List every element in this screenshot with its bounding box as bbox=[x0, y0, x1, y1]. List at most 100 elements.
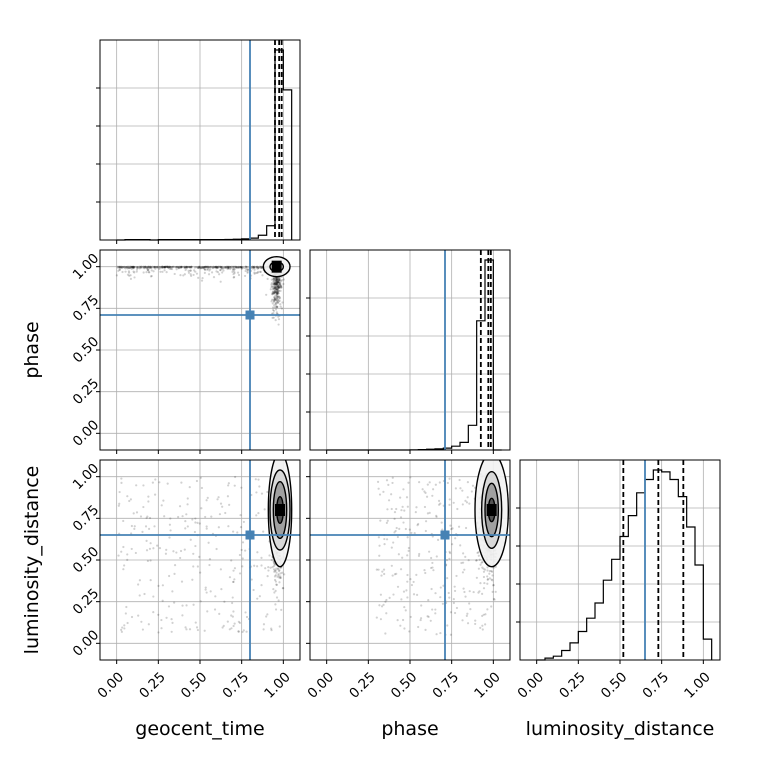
scatter-point bbox=[158, 265, 161, 268]
x-tick-label: 0.25 bbox=[556, 669, 589, 702]
scatter-point bbox=[189, 269, 192, 272]
scatter-point bbox=[227, 265, 231, 268]
scatter-point bbox=[415, 573, 418, 576]
scatter-point bbox=[440, 521, 443, 524]
scatter-point bbox=[276, 292, 279, 295]
scatter-point bbox=[273, 297, 277, 300]
scatter-point bbox=[226, 265, 230, 268]
scatter-point bbox=[232, 266, 235, 269]
scatter-point bbox=[204, 515, 207, 519]
scatter-point bbox=[281, 571, 284, 574]
scatter-point bbox=[250, 578, 253, 581]
scatter-point bbox=[251, 267, 254, 270]
truth-marker bbox=[245, 530, 255, 540]
scatter-point bbox=[269, 566, 272, 569]
scatter-point bbox=[275, 285, 279, 288]
scatter-point bbox=[479, 626, 482, 629]
scatter-point bbox=[167, 266, 170, 269]
scatter-point bbox=[385, 612, 388, 615]
scatter-point bbox=[461, 489, 464, 492]
scatter-point bbox=[278, 625, 281, 628]
scatter-point bbox=[278, 296, 281, 299]
scatter-point bbox=[202, 266, 205, 269]
scatter-point bbox=[251, 265, 254, 268]
scatter-point bbox=[147, 500, 150, 503]
scatter-point bbox=[175, 265, 178, 269]
scatter-point bbox=[154, 478, 157, 481]
scatter-point bbox=[142, 271, 145, 274]
scatter-point bbox=[263, 508, 266, 511]
scatter-point bbox=[234, 265, 237, 268]
scatter-point bbox=[274, 290, 277, 294]
scatter-point bbox=[133, 265, 136, 269]
scatter-point bbox=[278, 283, 282, 286]
scatter-point bbox=[275, 281, 278, 284]
scatter-point bbox=[274, 288, 277, 291]
scatter-point bbox=[161, 265, 164, 268]
scatter-point bbox=[124, 270, 127, 273]
scatter-point bbox=[266, 277, 269, 280]
scatter-point bbox=[194, 266, 197, 269]
scatter-point bbox=[123, 564, 126, 567]
scatter-point bbox=[231, 601, 234, 605]
scatter-point bbox=[179, 549, 183, 553]
scatter-point bbox=[126, 265, 129, 268]
scatter-point bbox=[227, 525, 230, 528]
scatter-point bbox=[407, 546, 410, 550]
scatter-point bbox=[486, 575, 489, 578]
scatter-point bbox=[272, 296, 276, 299]
scatter-point bbox=[452, 601, 455, 605]
scatter-point bbox=[272, 316, 275, 319]
scatter-point bbox=[173, 265, 176, 269]
scatter-point bbox=[135, 266, 139, 270]
scatter-point bbox=[282, 282, 285, 286]
scatter-point bbox=[437, 503, 441, 506]
x-tick-label: 0.75 bbox=[430, 669, 463, 702]
scatter-point bbox=[274, 287, 277, 290]
scatter-point bbox=[280, 307, 283, 310]
scatter-point bbox=[278, 281, 281, 284]
scatter-point bbox=[463, 590, 466, 594]
scatter-point bbox=[151, 265, 154, 268]
scatter-point bbox=[276, 291, 279, 294]
scatter-point bbox=[279, 305, 282, 308]
scatter-point bbox=[185, 265, 188, 269]
scatter-point bbox=[219, 502, 223, 505]
scatter-point bbox=[461, 571, 465, 574]
scatter-point bbox=[228, 265, 232, 269]
scatter-point bbox=[167, 265, 170, 268]
scatter-point bbox=[219, 266, 222, 269]
scatter-point bbox=[232, 624, 235, 628]
scatter-point bbox=[130, 615, 134, 619]
scatter-point bbox=[465, 614, 468, 618]
scatter-point bbox=[194, 621, 197, 624]
scatter-point bbox=[276, 280, 280, 284]
scatter-point bbox=[238, 553, 242, 557]
scatter-point bbox=[219, 280, 222, 283]
scatter-point bbox=[278, 286, 281, 289]
scatter-point bbox=[191, 578, 194, 581]
scatter-point bbox=[172, 265, 175, 268]
scatter-point bbox=[377, 536, 380, 539]
scatter-point bbox=[161, 584, 164, 587]
scatter-point bbox=[409, 615, 412, 619]
scatter-point bbox=[376, 480, 380, 483]
scatter-point bbox=[275, 278, 279, 281]
scatter-point bbox=[200, 266, 203, 270]
scatter-point bbox=[486, 569, 489, 572]
scatter-point bbox=[277, 278, 280, 281]
scatter-point bbox=[491, 579, 494, 582]
scatter-point bbox=[142, 505, 145, 509]
scatter-point bbox=[379, 519, 382, 522]
scatter-point bbox=[225, 265, 228, 269]
scatter-point bbox=[252, 266, 255, 269]
scatter-point bbox=[383, 537, 386, 541]
scatter-point bbox=[275, 288, 278, 291]
scatter-point bbox=[177, 267, 180, 270]
scatter-point bbox=[183, 266, 186, 269]
scatter-point bbox=[271, 288, 274, 291]
scatter-point bbox=[449, 633, 453, 636]
scatter-point bbox=[241, 266, 245, 269]
scatter-point bbox=[229, 267, 232, 271]
scatter-point bbox=[276, 284, 279, 287]
